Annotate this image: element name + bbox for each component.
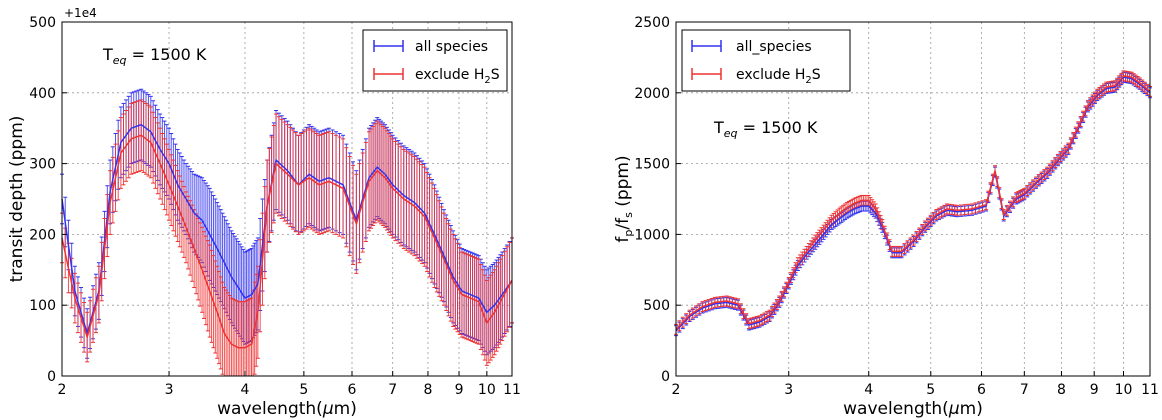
right-exclude-h2s-line	[675, 74, 1151, 330]
right-x-ticks: 2 3 4 5 6 7 8 9 10 11	[672, 371, 1159, 398]
left-plot-area	[60, 88, 514, 377]
right-temperature-annotation: Teq = 1500 K	[713, 118, 818, 140]
left-x-tick-label: 7	[388, 382, 397, 398]
right-legend-marker-all-species	[691, 40, 722, 52]
right-x-tick-label: 10	[1115, 382, 1133, 398]
left-x-tick-label: 8	[423, 382, 432, 398]
left-x-tick-label: 11	[503, 382, 521, 398]
left-offset-text: +1e4	[64, 6, 97, 20]
left-y-tick-label: 400	[29, 86, 56, 102]
right-legend: all_species exclude H2S	[681, 29, 851, 92]
left-legend-marker-all-species	[373, 40, 404, 52]
right-axes-frame	[675, 21, 1151, 377]
left-all-species-line	[61, 123, 513, 337]
left-x-ticks: 2 3 4 5 6 7 8 9 10 11	[58, 371, 521, 398]
right-x-tick-label: 7	[1020, 382, 1029, 398]
right-y-tick-label: 1500	[634, 157, 670, 173]
left-x-tick-label: 3	[165, 382, 174, 398]
left-legend-label-exclude-h2s: exclude H2S	[415, 67, 500, 86]
left-x-axis-label: wavelength(μm)	[217, 399, 357, 419]
right-plot-area	[674, 70, 1152, 337]
right-exclude-h2s-errorbars	[674, 70, 1152, 335]
left-y-axis-label: transit depth (ppm)	[7, 116, 27, 283]
left-exclude-h2s-errorbars	[60, 99, 514, 377]
right-x-tick-label: 6	[977, 382, 986, 398]
right-gridlines	[676, 22, 1150, 376]
left-x-tick-label: 6	[348, 382, 357, 398]
right-x-tick-label: 3	[784, 382, 793, 398]
left-y-tick-label: 500	[29, 15, 56, 31]
left-y-tick-label: 100	[29, 298, 56, 314]
right-y-axis-label: fp/fs (ppm)	[613, 155, 635, 242]
right-all-species-errorbars	[674, 71, 1152, 337]
right-chart: 2 3 4 5 6 7 8 9 10 11 0 500 1000 1500 2000 2500 Teq = …	[613, 15, 1159, 419]
left-y-tick-label: 300	[29, 157, 56, 173]
right-x-tick-label: 5	[926, 382, 935, 398]
right-y-ticks: 0 500 1000 1500 2000 2500	[634, 15, 681, 385]
left-legend-marker-exclude-h2s	[373, 68, 404, 80]
right-y-tick-label: 0	[661, 369, 670, 385]
right-y-tick-label: 2500	[634, 15, 670, 31]
right-legend-marker-exclude-h2s	[691, 68, 722, 80]
right-legend-label-all-species: all_species	[736, 39, 812, 55]
left-x-tick-label: 4	[241, 382, 250, 398]
right-x-tick-label: 4	[864, 382, 873, 398]
left-legend-box	[362, 29, 508, 92]
left-x-tick-label: 10	[478, 382, 496, 398]
right-y-tick-label: 500	[643, 298, 670, 314]
right-legend-label-exclude-h2s: exclude H2S	[736, 67, 821, 86]
left-y-tick-label: 0	[47, 369, 56, 385]
right-x-tick-label: 11	[1141, 382, 1159, 398]
left-legend-label-all-species: all species	[415, 39, 488, 55]
right-legend-box	[681, 29, 851, 92]
left-exclude-h2s-line	[61, 134, 513, 349]
left-x-tick-label: 2	[58, 382, 67, 398]
left-x-tick-label: 9	[455, 382, 464, 398]
right-x-axis-label: wavelength(μm)	[843, 399, 983, 419]
left-axes-frame	[61, 21, 513, 377]
right-y-tick-label: 1000	[634, 227, 670, 243]
right-y-tick-label: 2000	[634, 86, 670, 102]
left-x-tick-label: 5	[299, 382, 308, 398]
right-x-tick-label: 8	[1057, 382, 1066, 398]
right-x-tick-label: 2	[672, 382, 681, 398]
left-y-tick-label: 200	[29, 227, 56, 243]
right-all-species-line	[675, 76, 1151, 332]
left-y-ticks: 0 100 200 300 400 500	[29, 15, 67, 385]
left-chart: 2 3 4 5 6 7 8 9 10 11 0 100 200 300 400 500 +1e4 Teq =…	[7, 6, 521, 419]
left-temperature-annotation: Teq = 1500 K	[102, 45, 207, 67]
right-x-tick-label: 9	[1090, 382, 1099, 398]
left-legend: all species exclude H2S	[362, 29, 508, 92]
